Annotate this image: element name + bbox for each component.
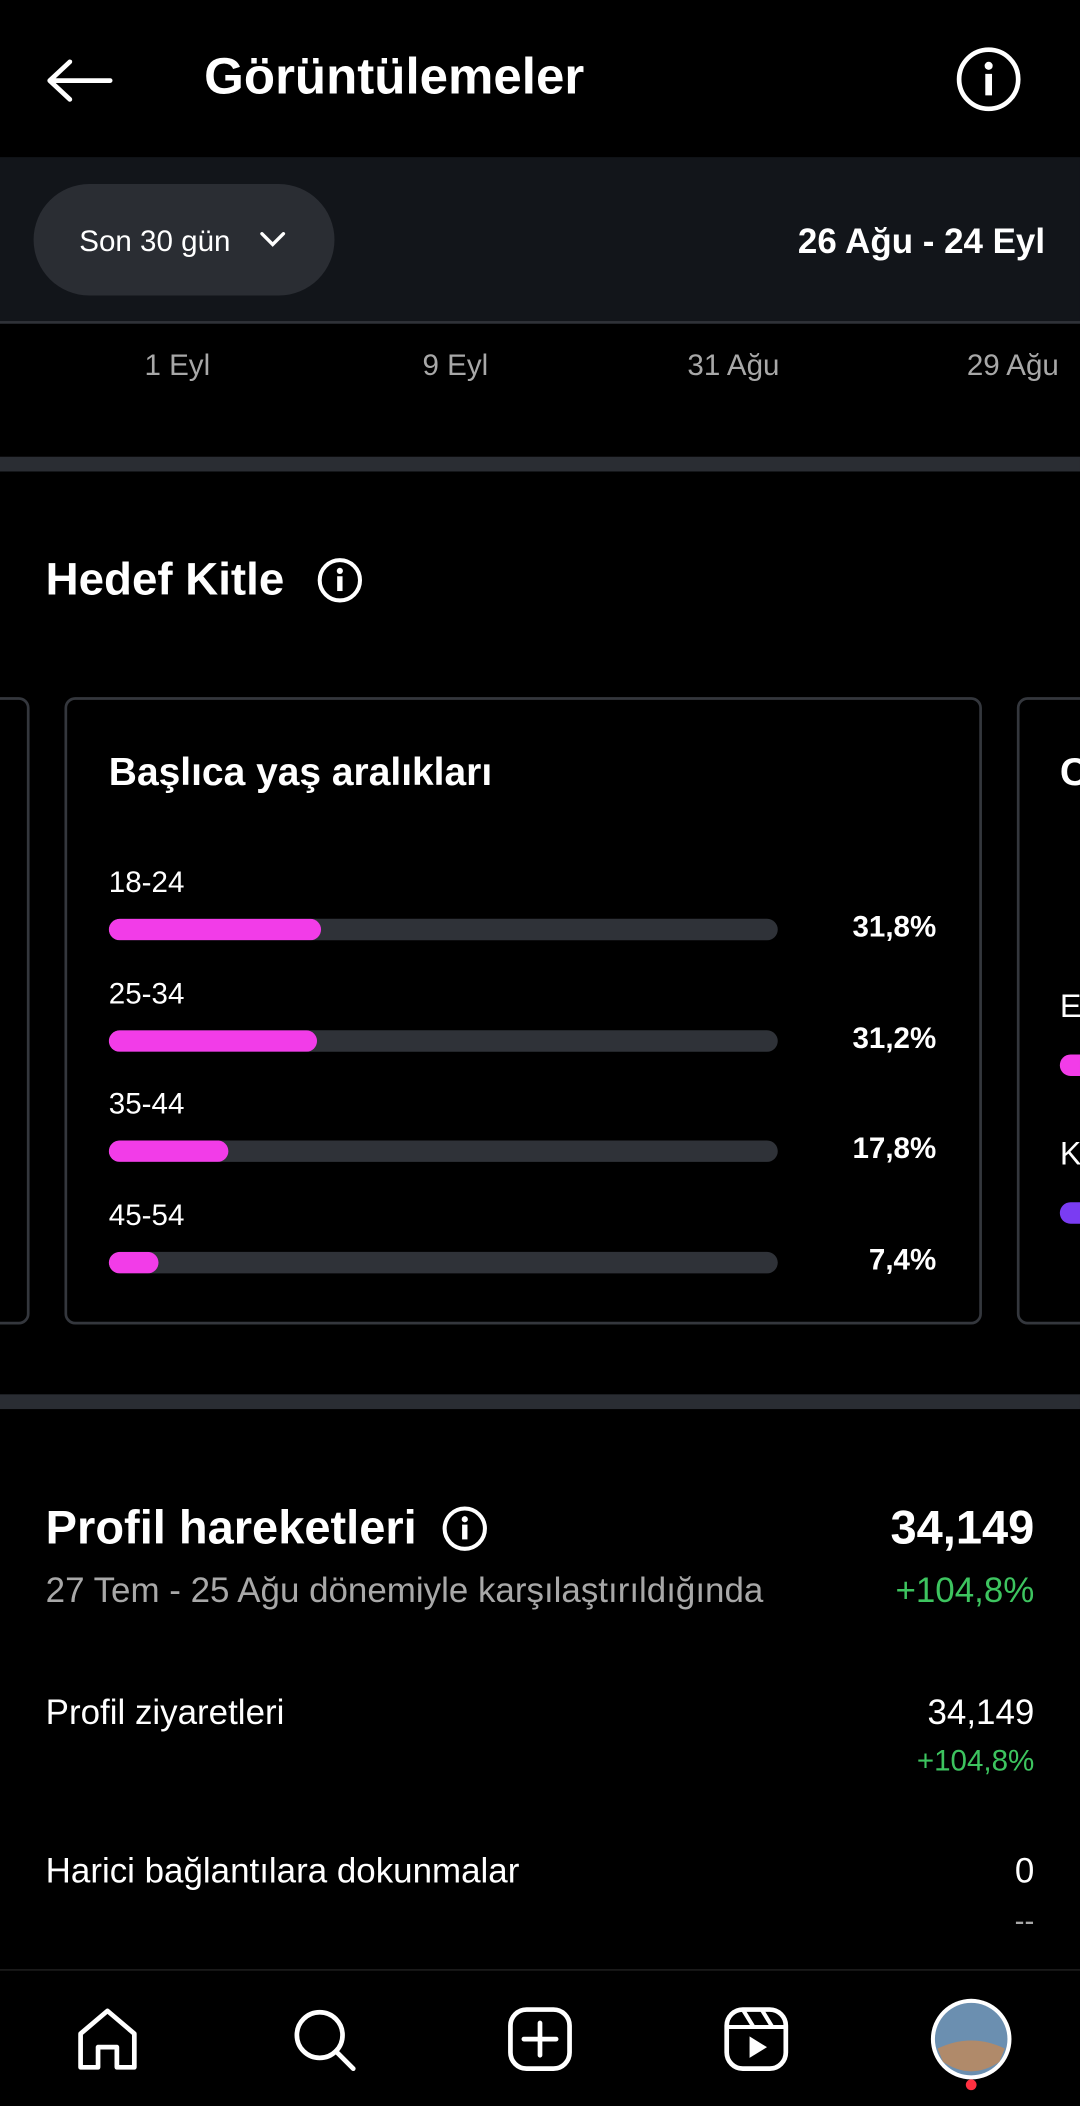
chevron bbox=[260, 232, 286, 247]
item-bar bbox=[1059, 1202, 1080, 1224]
prev-card[interactable] bbox=[0, 697, 30, 1325]
row-label: Harici bağlantılara dokunmalar bbox=[45, 1850, 520, 1891]
bar bbox=[108, 918, 322, 941]
profile-tab[interactable] bbox=[930, 1997, 1013, 2091]
timeline-label: 31 Ağu bbox=[687, 347, 780, 382]
timeline-label: 9 Eyl bbox=[422, 347, 489, 382]
age-label: 35-44 bbox=[108, 1087, 185, 1121]
search-tab[interactable] bbox=[291, 2007, 356, 2072]
row-label: Profil ziyaretleri bbox=[45, 1691, 285, 1733]
period-button[interactable] bbox=[33, 184, 335, 296]
row-change: +104,8% bbox=[916, 1743, 1035, 1778]
create-tab[interactable] bbox=[508, 2007, 572, 2072]
reels-tab[interactable] bbox=[724, 2007, 789, 2072]
item-bar bbox=[1059, 1054, 1080, 1076]
bar bbox=[108, 1029, 318, 1052]
age-label: 25-34 bbox=[108, 976, 185, 1010]
back-button[interactable] bbox=[46, 59, 113, 102]
date-range: 26 Ağu - 24 Eyl bbox=[797, 220, 1046, 262]
bar bbox=[108, 1252, 159, 1274]
item-label: K bbox=[1059, 1136, 1080, 1173]
bar-track bbox=[108, 1252, 778, 1274]
total-value: 34,149 bbox=[890, 1501, 1035, 1555]
divider bbox=[0, 321, 1080, 324]
age-label: 45-54 bbox=[108, 1198, 185, 1232]
section-separator bbox=[0, 1394, 1080, 1410]
row-value: 0 bbox=[1014, 1850, 1035, 1891]
timeline-label: 1 Eyl bbox=[144, 347, 211, 382]
value-label: 7,4% bbox=[868, 1242, 937, 1277]
home-tab[interactable] bbox=[75, 2007, 139, 2071]
value-label: 31,2% bbox=[852, 1020, 937, 1055]
value-label: 31,8% bbox=[852, 909, 937, 943]
period-label: Son 30 gün bbox=[79, 224, 231, 258]
card-title: C bbox=[1060, 752, 1080, 796]
info-icon[interactable] bbox=[317, 557, 363, 603]
bar-track bbox=[108, 918, 778, 941]
total-change: +104,8% bbox=[895, 1569, 1035, 1610]
bar-track bbox=[108, 1029, 778, 1052]
page-title: Görüntülemeler bbox=[204, 49, 585, 106]
bar bbox=[108, 1140, 228, 1163]
section-title: Profil hareketleri bbox=[45, 1501, 417, 1555]
section-title: Hedef Kitle bbox=[45, 554, 285, 606]
age-label: 18-24 bbox=[108, 865, 185, 899]
section-separator bbox=[0, 456, 1080, 472]
info-button[interactable] bbox=[956, 47, 1021, 112]
info-icon[interactable] bbox=[442, 1506, 488, 1552]
card-title: Başlıca yaş aralıkları bbox=[108, 751, 493, 795]
comparison-text: 27 Tem - 25 Ağu dönemiyle karşılaştırıld… bbox=[45, 1569, 764, 1610]
row-value: 34,149 bbox=[927, 1691, 1035, 1733]
value-label: 17,8% bbox=[852, 1131, 937, 1166]
bar-track bbox=[108, 1140, 778, 1163]
next-card[interactable] bbox=[1016, 697, 1080, 1325]
row-change: -- bbox=[1014, 1903, 1035, 1938]
timeline-label: 29 Ağu bbox=[966, 347, 1059, 382]
age-card bbox=[64, 697, 982, 1325]
item-label: E bbox=[1059, 988, 1080, 1025]
